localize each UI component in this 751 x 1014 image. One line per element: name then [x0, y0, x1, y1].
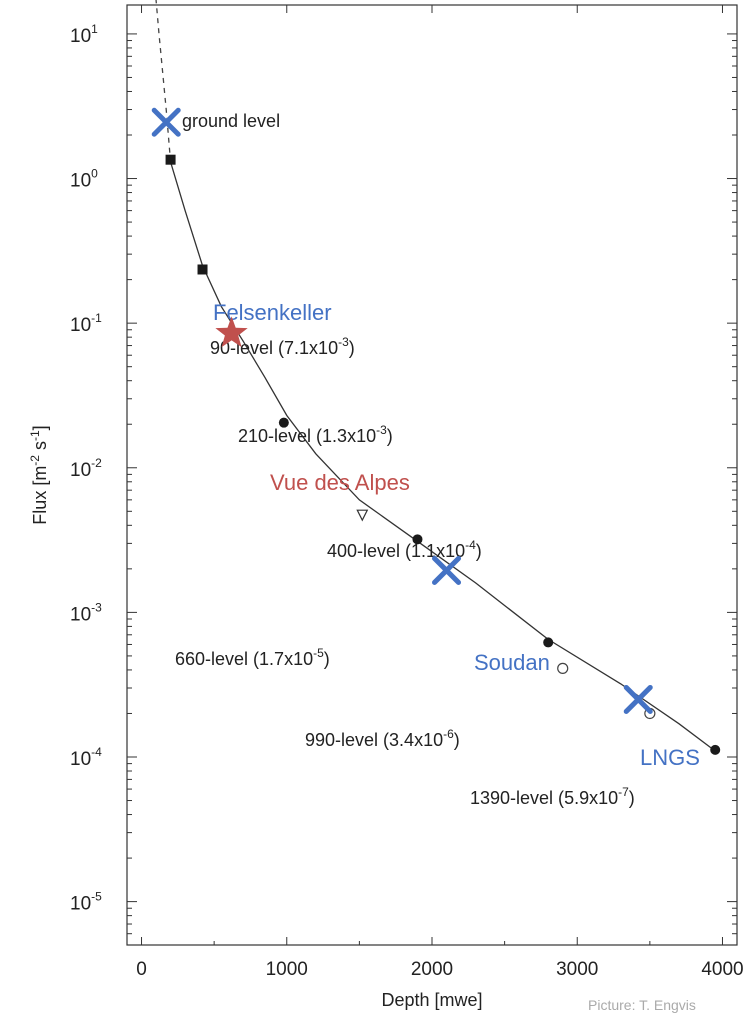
point-label-exponent: -6 [443, 727, 454, 741]
site-label: Vue des Alpes [270, 470, 410, 495]
point-label-name: ground level [182, 111, 280, 131]
y-tick-label: 100 [70, 167, 98, 192]
point-label: 400-level (1.1x10-4) [327, 538, 482, 561]
site-x-marker [623, 684, 653, 714]
point-label-name: 400-level ( [327, 541, 411, 561]
point-label: 1390-level (5.9x10-7) [470, 785, 635, 808]
site-label: Soudan [474, 650, 550, 675]
point-label-exponent: -7 [618, 785, 629, 799]
point-label-value: 1.3x10 [322, 426, 376, 446]
data-point [356, 509, 369, 522]
point-label-exponent: -3 [376, 423, 387, 437]
y-tick-label: 10-2 [70, 456, 102, 481]
site-star-marker [215, 316, 248, 348]
point-label-exponent: -4 [465, 538, 476, 552]
fit-curve [169, 161, 716, 752]
axis-ticks: 0100020003000400010310210110010-110-210-… [70, 5, 744, 980]
point-label-value: 7.1x10 [284, 338, 338, 358]
point-label: 210-level (1.3x10-3) [238, 423, 393, 446]
data-point [710, 744, 721, 755]
y-tick-label: 10-1 [70, 311, 102, 336]
point-label: 660-level (1.7x10-5) [175, 646, 330, 669]
point-label-name: 990-level ( [305, 730, 389, 750]
point-label-value: 3.4x10 [389, 730, 443, 750]
y-tick-label: 10-4 [70, 745, 102, 770]
plot-frame [126, 4, 738, 946]
x-tick-label: 2000 [411, 959, 453, 980]
point-label-value: 1.1x10 [411, 541, 465, 561]
y-tick-label: 10-3 [70, 600, 102, 625]
extrapolated-curve [155, 0, 172, 163]
point-label: ground level [182, 111, 280, 131]
site-x-marker [432, 555, 462, 585]
point-labels: ground level 90-level (7.1x10-3) 210-level… [175, 111, 635, 808]
data-point [543, 637, 554, 648]
data-point [197, 264, 208, 275]
curves [155, 0, 716, 752]
y-tick-label: 101 [70, 22, 98, 47]
x-tick-label: 1000 [266, 959, 308, 980]
y-axis-title: Flux [m-2 s-1] [28, 425, 50, 524]
point-label: 90-level (7.1x10-3) [210, 335, 355, 358]
point-label-value: 1.7x10 [259, 649, 313, 669]
x-tick-label: 0 [136, 959, 147, 980]
point-label-exponent: -3 [338, 335, 349, 349]
data-point [165, 154, 176, 165]
point-label-name: 90-level ( [210, 338, 284, 358]
picture-credit: Picture: T. Engvis [588, 997, 696, 1013]
point-label-name: 210-level ( [238, 426, 322, 446]
data-point [412, 534, 423, 545]
x-tick-label: 4000 [701, 959, 743, 980]
site-label: LNGS [640, 745, 700, 770]
data-point [278, 417, 289, 428]
point-label-name: 660-level ( [175, 649, 259, 669]
point-label-name: 1390-level ( [470, 788, 564, 808]
point-label: 990-level (3.4x10-6) [305, 727, 460, 750]
point-label-exponent: -5 [313, 646, 324, 660]
x-axis-title: Depth [mwe] [381, 990, 482, 1010]
site-x-marker [151, 107, 181, 137]
y-tick-label: 10-5 [70, 890, 102, 915]
x-tick-label: 3000 [556, 959, 598, 980]
point-label-value: 5.9x10 [564, 788, 618, 808]
data-point [557, 662, 569, 674]
